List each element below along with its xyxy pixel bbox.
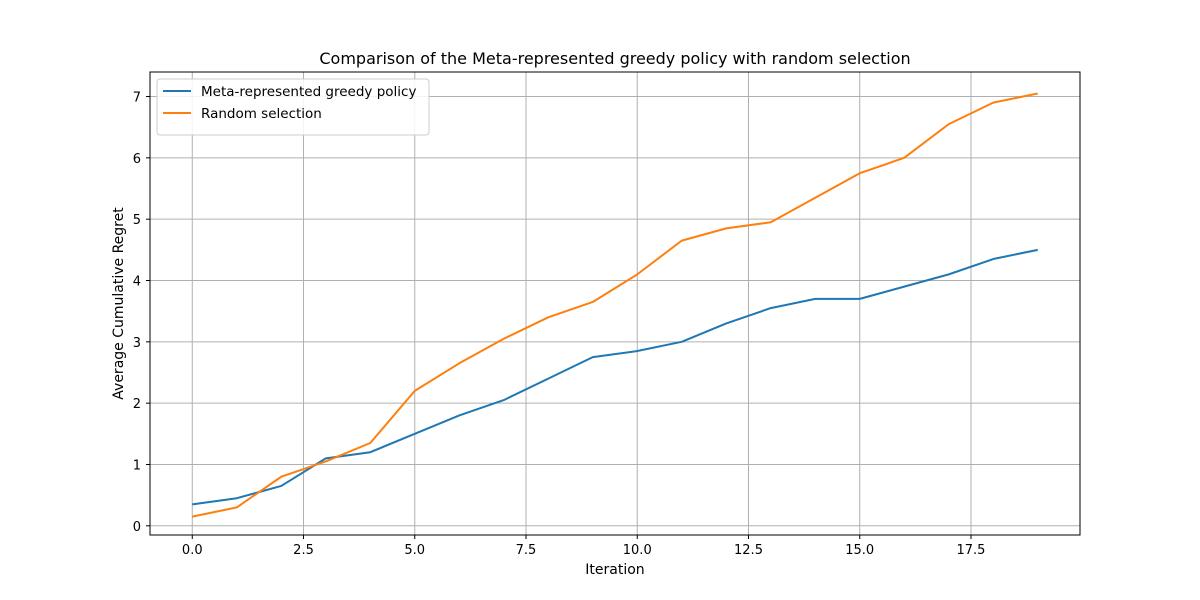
x-tick-label: 5.0 bbox=[404, 543, 425, 558]
x-tick-label: 0.0 bbox=[182, 543, 203, 558]
y-tick-label: 1 bbox=[133, 458, 141, 473]
series-line-2 bbox=[192, 92, 1038, 518]
y-tick-label: 3 bbox=[133, 336, 141, 351]
x-tick-label: 17.5 bbox=[957, 543, 986, 558]
y-tick-label: 2 bbox=[133, 397, 141, 412]
y-axis-label: Average Cumulative Regret bbox=[111, 207, 127, 400]
x-tick-label: 7.5 bbox=[516, 543, 537, 558]
legend-entry-label: Random selection bbox=[201, 106, 322, 122]
x-tick-label: 2.5 bbox=[293, 543, 314, 558]
y-tick-label: 0 bbox=[133, 520, 141, 535]
x-axis-ticks: 0.0 2.5 5.0 7.5 10.0 12.5 15.0 17.5 bbox=[182, 535, 986, 558]
legend: Meta-represented greedy policy Random sel… bbox=[156, 78, 430, 136]
x-tick-label: 10.0 bbox=[623, 543, 652, 558]
y-tick-label: 5 bbox=[133, 213, 141, 228]
series-layer bbox=[192, 92, 1038, 518]
grid bbox=[150, 72, 1080, 535]
x-axis-label: Iteration bbox=[585, 562, 644, 578]
y-tick-label: 6 bbox=[133, 152, 141, 167]
y-tick-label: 7 bbox=[133, 91, 141, 106]
y-tick-label: 4 bbox=[133, 275, 141, 290]
plot-frame bbox=[149, 71, 1081, 536]
legend-entry-label: Meta-represented greedy policy bbox=[201, 84, 416, 100]
chart-title: Comparison of the Meta-represented greed… bbox=[319, 49, 910, 68]
legend-box bbox=[156, 78, 430, 136]
x-tick-label: 12.5 bbox=[734, 543, 763, 558]
x-tick-label: 15.0 bbox=[845, 543, 874, 558]
y-axis-ticks: 0 1 2 3 4 5 6 7 bbox=[133, 91, 150, 535]
